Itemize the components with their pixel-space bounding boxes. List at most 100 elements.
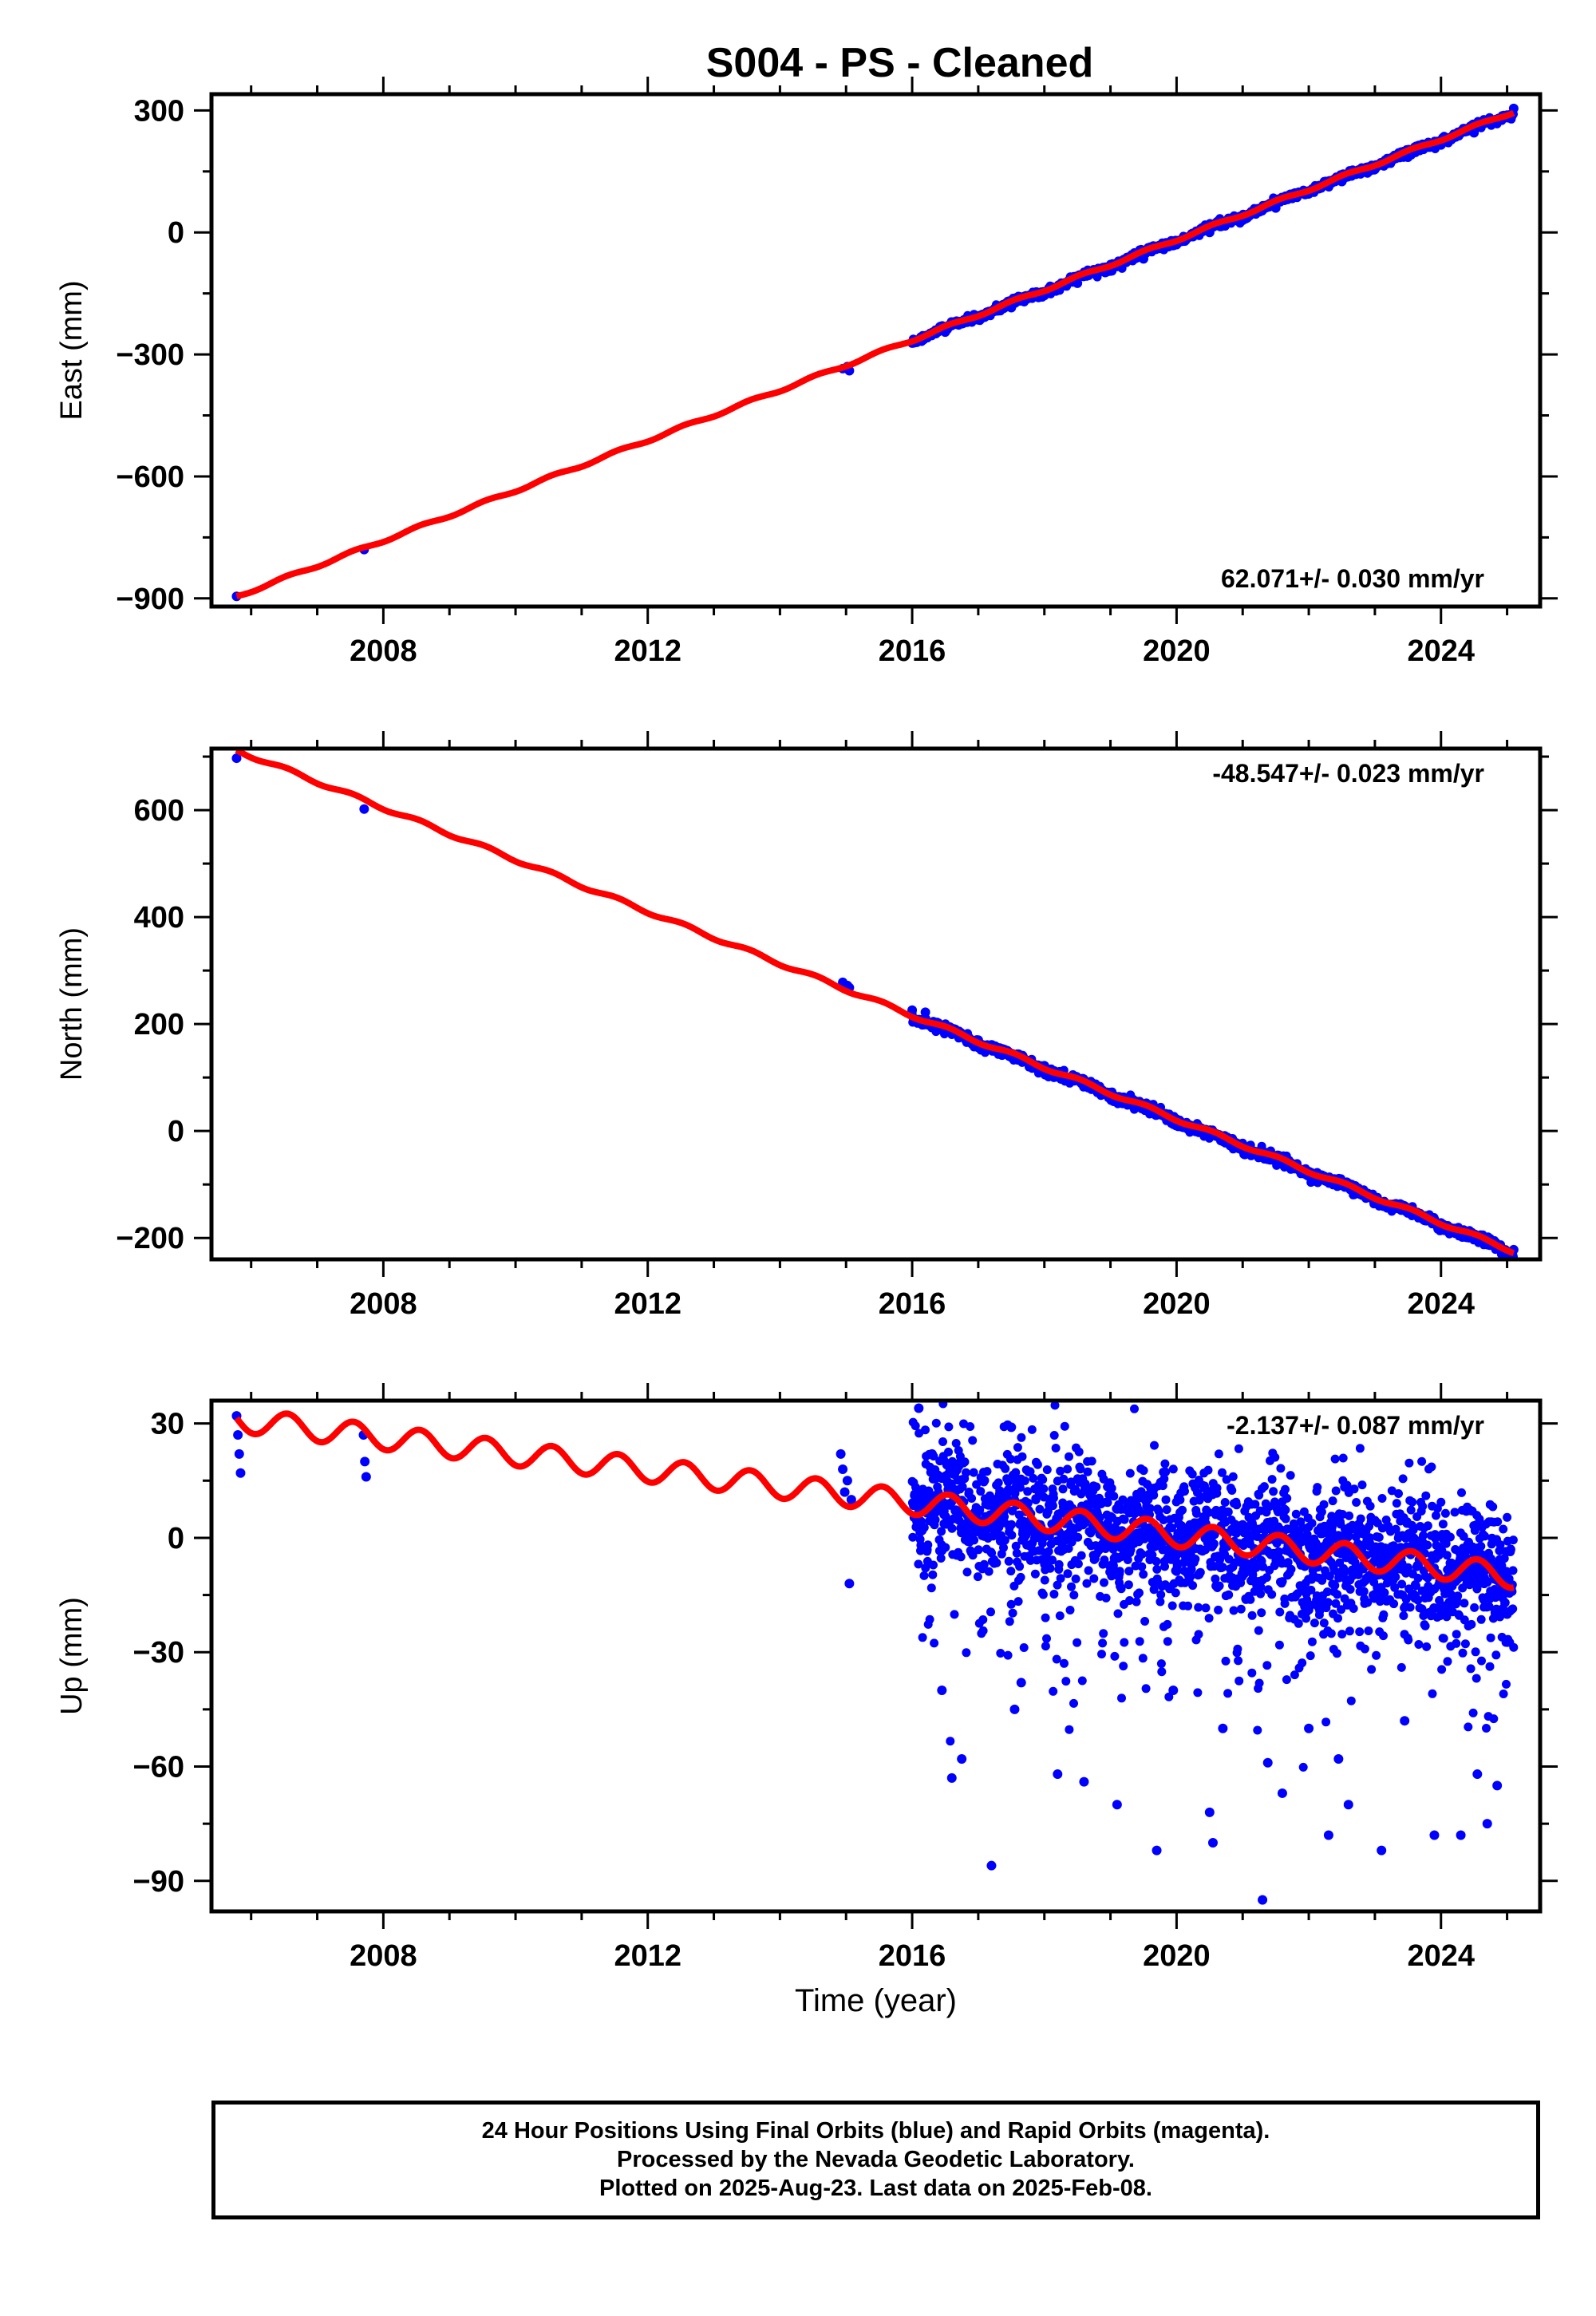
data-point [1065, 1725, 1074, 1734]
data-point [1270, 1452, 1280, 1462]
data-point [1275, 1607, 1285, 1617]
data-point [839, 1487, 850, 1497]
data-point [1204, 1614, 1214, 1623]
data-point [968, 1436, 978, 1445]
data-point [1152, 1564, 1162, 1574]
data-point [1203, 1465, 1213, 1475]
data-point [1286, 1471, 1295, 1480]
data-point [1503, 1512, 1512, 1522]
data-point [1367, 1665, 1377, 1674]
data-point [1253, 1725, 1262, 1735]
data-point [1282, 1493, 1292, 1503]
data-point [1003, 1650, 1013, 1660]
data-point [1330, 1454, 1340, 1464]
data-point [1372, 1650, 1381, 1660]
data-point [908, 1532, 918, 1542]
y-tick-label: 0 [168, 1522, 184, 1555]
data-point [1333, 1753, 1344, 1764]
data-point [1013, 1443, 1022, 1452]
data-point [1227, 1486, 1237, 1495]
data-point [1254, 1626, 1263, 1635]
data-point [1027, 1425, 1037, 1434]
data-point [1400, 1716, 1410, 1726]
data-point [1006, 1422, 1017, 1433]
data-point [838, 1464, 848, 1474]
data-point [1161, 1467, 1171, 1476]
data-point [1365, 1501, 1375, 1511]
data-point [1317, 1508, 1326, 1516]
data-point [1419, 1531, 1428, 1540]
data-point [1051, 1444, 1061, 1452]
data-point [1115, 1567, 1124, 1576]
data-point [938, 1437, 947, 1446]
data-point [960, 1457, 970, 1467]
data-point [1033, 1460, 1042, 1469]
y-tick-label: 400 [134, 901, 184, 935]
data-point [941, 1543, 950, 1552]
plot-frame [209, 92, 1543, 609]
y-tick-label: −200 [116, 1222, 184, 1255]
data-point [1224, 1590, 1234, 1599]
data-point [1392, 1499, 1401, 1508]
data-point [1214, 1449, 1223, 1459]
data-point [1113, 1609, 1123, 1618]
data-point [1468, 1708, 1478, 1717]
data-point [1485, 1662, 1495, 1671]
data-point [1071, 1574, 1080, 1583]
data-point [1418, 1502, 1428, 1511]
data-point [1323, 1830, 1333, 1840]
data-point [1502, 1679, 1511, 1689]
data-point [925, 1614, 934, 1624]
data-point [928, 1570, 938, 1579]
chart-title: S004 - PS - Cleaned [706, 40, 1094, 86]
data-point [994, 1478, 1003, 1488]
data-point [1247, 1668, 1257, 1678]
data-point [1323, 1598, 1333, 1607]
data-point [1100, 1578, 1108, 1587]
model-fit-line [234, 109, 1516, 599]
data-point [1394, 1489, 1403, 1498]
data-point [1074, 1447, 1084, 1456]
data-point [1191, 1555, 1200, 1563]
data-point [1423, 1521, 1432, 1531]
data-point [359, 804, 369, 814]
data-point [1168, 1685, 1179, 1695]
data-point [967, 1494, 977, 1503]
data-point [360, 1456, 370, 1467]
data-point [1098, 1638, 1108, 1648]
y-tick-label: 0 [168, 1115, 184, 1148]
data-point [1313, 1483, 1322, 1492]
data-point [1138, 254, 1148, 264]
data-point [1404, 1635, 1413, 1645]
data-point [1058, 1484, 1068, 1494]
data-point [1491, 1650, 1501, 1660]
data-point [1194, 1630, 1203, 1639]
x-tick-label: 2012 [614, 634, 681, 668]
data-point [1218, 1723, 1228, 1733]
data-point [1345, 1626, 1354, 1636]
data-point [1338, 1453, 1348, 1463]
data-point [926, 1583, 936, 1593]
data-point [1120, 1638, 1129, 1647]
data-point [1073, 278, 1083, 288]
data-point [1450, 1508, 1460, 1517]
data-point [1254, 1678, 1264, 1688]
data-point [1352, 1498, 1361, 1507]
data-point [980, 1476, 990, 1485]
data-point [1193, 1688, 1203, 1697]
data-point [1482, 1724, 1491, 1733]
data-point [1195, 1567, 1205, 1577]
data-point [1396, 1662, 1406, 1672]
data-point [1257, 1608, 1266, 1618]
x-tick-label: 2016 [879, 634, 946, 668]
data-point [1333, 1590, 1342, 1599]
data-point [1087, 1456, 1096, 1466]
data-point [1508, 1535, 1518, 1545]
data-point [1500, 1598, 1510, 1607]
data-point [1420, 1621, 1430, 1630]
rate-annotation: 62.071+/- 0.030 mm/yr [1221, 564, 1484, 593]
data-point [944, 1422, 954, 1432]
data-point [1084, 1566, 1093, 1575]
data-point [1228, 1472, 1238, 1481]
data-point [1442, 1551, 1452, 1560]
